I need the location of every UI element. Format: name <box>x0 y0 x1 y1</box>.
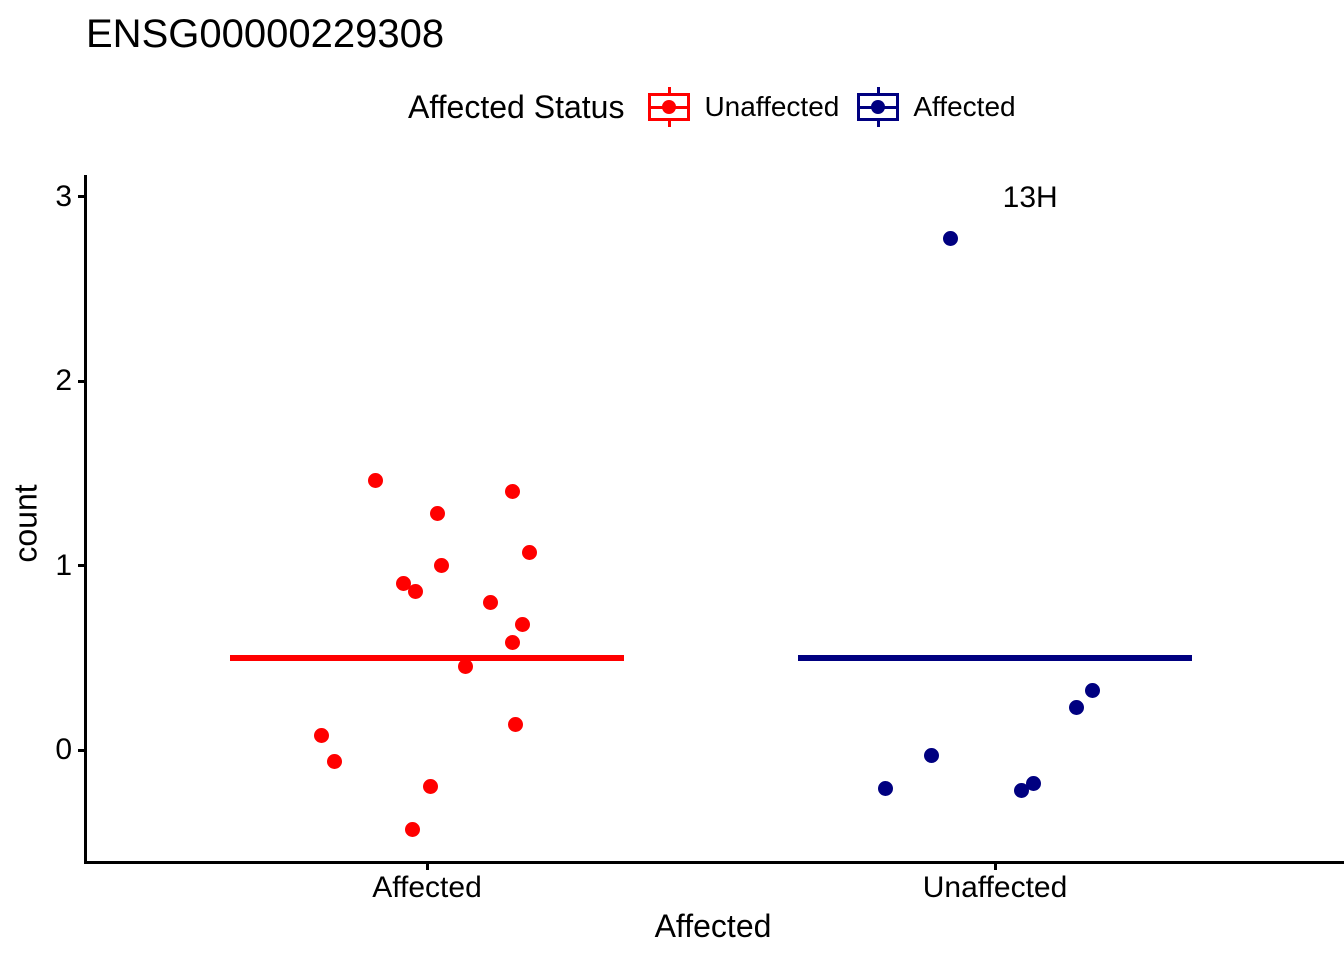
data-point <box>429 506 445 522</box>
data-point <box>1025 775 1041 791</box>
x-tick-label: Unaffected <box>922 871 1068 904</box>
point-annotation: 13H <box>1002 181 1058 215</box>
y-axis-tick <box>78 379 86 383</box>
data-point <box>482 594 498 610</box>
data-point <box>924 748 940 764</box>
legend-entry-affected: Affected <box>857 87 1016 127</box>
data-point <box>368 473 384 489</box>
data-point <box>1069 700 1085 716</box>
y-axis-tick <box>78 564 86 567</box>
y-tick-label: 3 <box>55 179 72 213</box>
mean-crossbar <box>798 654 1192 661</box>
data-point <box>521 545 537 561</box>
y-axis-line <box>84 175 87 864</box>
x-tick-label: Affected <box>372 871 482 904</box>
key-dot <box>871 100 886 114</box>
crossbar-point-key-icon <box>857 87 900 127</box>
y-axis-tick <box>78 195 86 198</box>
data-point <box>423 779 439 795</box>
data-point <box>1013 783 1029 799</box>
x-axis-tick <box>425 862 429 870</box>
legend-entry-unaffected: Unaffected <box>648 87 839 127</box>
data-point <box>515 617 531 633</box>
mean-crossbar <box>230 654 624 661</box>
data-point <box>457 659 473 675</box>
key-dot <box>662 100 677 114</box>
data-point <box>878 781 894 797</box>
y-tick-label: 2 <box>55 364 72 397</box>
legend: Affected Status Unaffected Affected <box>408 84 1016 130</box>
data-point <box>942 231 958 247</box>
legend-label: Affected <box>913 91 1016 122</box>
legend-title: Affected Status <box>408 88 625 125</box>
data-point <box>1084 683 1100 699</box>
x-axis-line <box>84 861 1344 864</box>
data-point <box>395 576 411 592</box>
x-axis-tick <box>993 862 997 870</box>
data-point <box>504 635 520 651</box>
data-point <box>314 727 330 743</box>
y-axis-tick <box>78 748 86 752</box>
data-point <box>405 821 421 837</box>
data-point <box>507 716 523 732</box>
y-tick-label: 0 <box>55 733 72 766</box>
crossbar-point-key-icon <box>648 87 691 127</box>
y-tick-label: 1 <box>55 548 72 582</box>
data-point <box>327 753 343 769</box>
legend-label: Unaffected <box>704 91 840 122</box>
data-point <box>505 484 521 500</box>
plot-title: ENSG00000229308 <box>86 12 445 56</box>
data-point <box>433 558 449 573</box>
data-point <box>407 583 423 599</box>
x-axis-title: Affected <box>654 908 772 944</box>
